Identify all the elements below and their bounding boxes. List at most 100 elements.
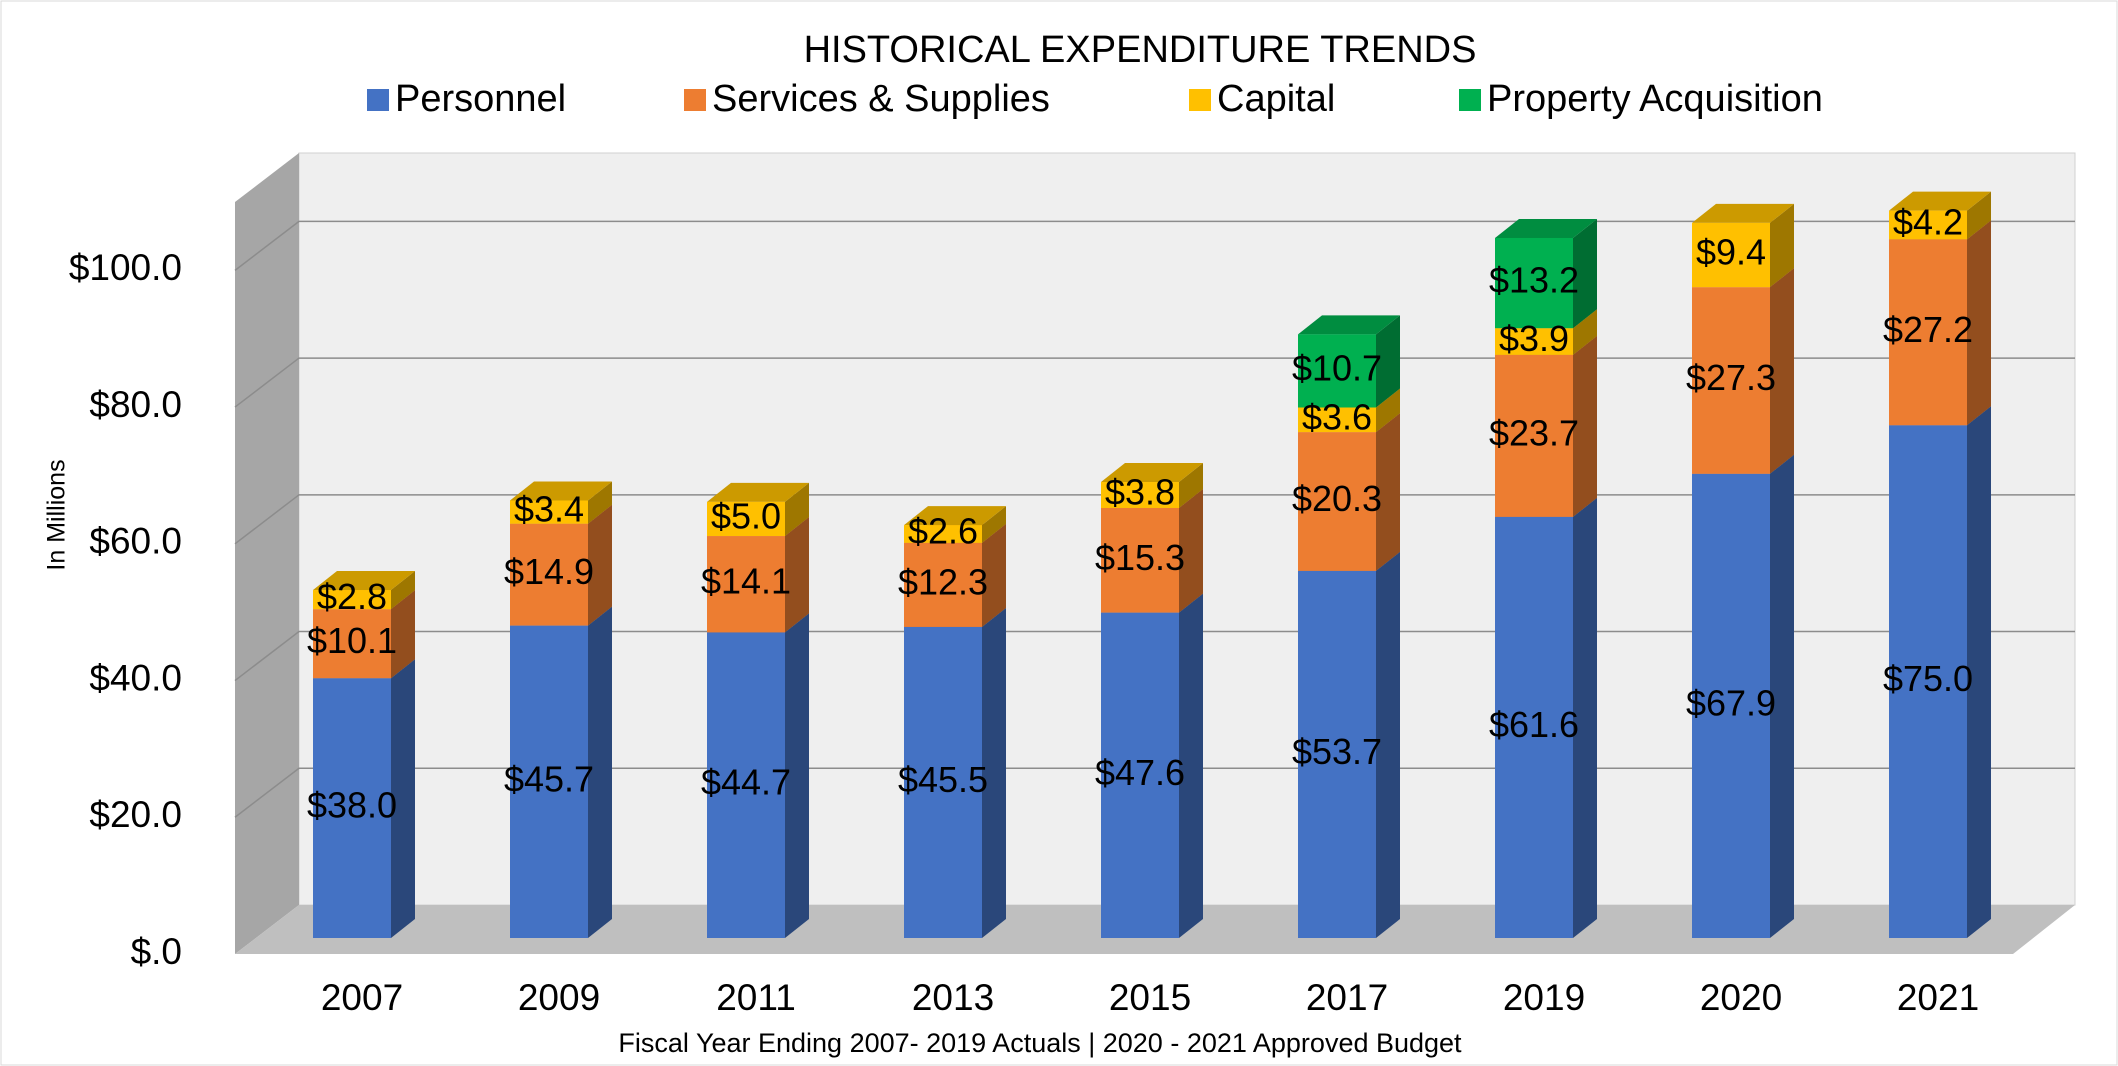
legend-label: Capital bbox=[1217, 78, 1335, 120]
grid-line bbox=[234, 494, 2075, 545]
bar-segment bbox=[1298, 432, 1376, 571]
y-tick-label: $20.0 bbox=[89, 794, 182, 835]
bar-side bbox=[1770, 268, 1794, 474]
data-label: $2.8 bbox=[317, 576, 387, 617]
x-axis-title: Fiscal Year Ending 2007- 2019 Actuals | … bbox=[618, 1028, 1462, 1058]
bar-segment bbox=[1298, 570, 1376, 938]
data-label: $10.1 bbox=[307, 620, 397, 661]
x-tick-label: 2015 bbox=[1109, 977, 1191, 1018]
bar-side bbox=[1376, 388, 1400, 433]
bar-segment bbox=[1101, 507, 1179, 613]
data-label: $14.1 bbox=[701, 561, 791, 602]
data-label: $3.6 bbox=[1302, 396, 1372, 437]
x-tick-label: 2021 bbox=[1897, 977, 1979, 1018]
side-wall bbox=[235, 153, 299, 954]
bar-segment bbox=[1692, 473, 1770, 938]
bar-top bbox=[1101, 463, 1203, 483]
bar-side bbox=[1179, 593, 1203, 938]
data-label: $4.2 bbox=[1893, 201, 1963, 242]
bar-segment bbox=[1495, 516, 1573, 938]
bar-side bbox=[1573, 497, 1597, 938]
bar-segment bbox=[510, 625, 588, 938]
bar-segment bbox=[904, 626, 982, 938]
data-label: $10.7 bbox=[1292, 347, 1382, 388]
bar-top bbox=[1495, 218, 1597, 238]
bar-segment bbox=[1298, 334, 1376, 408]
bar-side bbox=[785, 517, 809, 633]
grid-line bbox=[234, 220, 2075, 271]
bar-top bbox=[1692, 203, 1794, 223]
legend-label: Personnel bbox=[395, 78, 566, 120]
y-axis-title: In Millions bbox=[43, 459, 71, 570]
y-tick-label: $60.0 bbox=[89, 521, 182, 562]
bar-segment bbox=[707, 501, 785, 537]
bar-side bbox=[391, 571, 415, 610]
grid-line bbox=[234, 357, 2075, 408]
bar-side bbox=[1967, 220, 1991, 426]
bar-side bbox=[1770, 203, 1794, 288]
data-label: $5.0 bbox=[711, 495, 781, 536]
bar-segment bbox=[1692, 287, 1770, 474]
bar-side bbox=[1376, 551, 1400, 938]
data-label: $2.6 bbox=[908, 510, 978, 551]
data-label: $23.7 bbox=[1489, 412, 1579, 453]
bar-segment bbox=[1101, 482, 1179, 508]
legend-swatch bbox=[1459, 89, 1481, 111]
legend-label: Services & Supplies bbox=[712, 78, 1050, 120]
bar-segment bbox=[1889, 425, 1967, 939]
bar-segment bbox=[313, 590, 391, 610]
bar-side bbox=[588, 481, 612, 524]
bar-segment bbox=[1495, 237, 1573, 329]
grid-line bbox=[234, 767, 2075, 818]
bar-side bbox=[1967, 191, 1991, 240]
bar-segment bbox=[904, 542, 982, 627]
data-label: $61.6 bbox=[1489, 704, 1579, 745]
data-label: $27.2 bbox=[1883, 309, 1973, 350]
legend-label: Property Acquisition bbox=[1487, 78, 1823, 120]
y-tick-label: $100.0 bbox=[69, 247, 182, 288]
data-label: $67.9 bbox=[1686, 682, 1776, 723]
bar-side bbox=[1967, 406, 1991, 939]
data-label: $13.2 bbox=[1489, 260, 1579, 301]
y-tick-label: $80.0 bbox=[89, 384, 182, 425]
data-label: $15.3 bbox=[1095, 537, 1185, 578]
bar-side bbox=[588, 606, 612, 938]
bar-segment bbox=[707, 536, 785, 633]
bar-segment bbox=[707, 632, 785, 938]
bar-segment bbox=[510, 500, 588, 524]
bar-side bbox=[1179, 463, 1203, 508]
bar-side bbox=[588, 504, 612, 626]
data-label: $45.7 bbox=[504, 758, 594, 799]
bar-side bbox=[391, 659, 415, 938]
bar-side bbox=[982, 506, 1006, 543]
bar-side bbox=[1770, 454, 1794, 938]
bar-top bbox=[313, 571, 415, 591]
chart-title: HISTORICAL EXPENDITURE TRENDS bbox=[804, 29, 1477, 71]
bar-side bbox=[1573, 309, 1597, 355]
data-label: $3.9 bbox=[1499, 318, 1569, 359]
bar-segment bbox=[313, 609, 391, 679]
bar-segment bbox=[1495, 354, 1573, 517]
bar-side bbox=[1376, 315, 1400, 408]
bar-segment bbox=[904, 525, 982, 543]
bar-segment bbox=[313, 678, 391, 938]
bar-top bbox=[904, 506, 1006, 526]
bar-segment bbox=[1101, 612, 1179, 938]
x-tick-label: 2019 bbox=[1503, 977, 1585, 1018]
bar-top bbox=[1298, 315, 1400, 335]
data-label: $53.7 bbox=[1292, 731, 1382, 772]
x-tick-label: 2011 bbox=[716, 977, 796, 1018]
bar-side bbox=[982, 607, 1006, 938]
bar-segment bbox=[1889, 210, 1967, 240]
legend-swatch bbox=[367, 89, 389, 111]
data-label: $45.5 bbox=[898, 759, 988, 800]
bar-side bbox=[1573, 218, 1597, 329]
data-label: $44.7 bbox=[701, 762, 791, 803]
data-label: $3.4 bbox=[514, 489, 584, 530]
bar-top bbox=[510, 481, 612, 501]
data-label: $3.8 bbox=[1105, 472, 1175, 513]
grid-line bbox=[234, 630, 2075, 682]
bar-side bbox=[1179, 488, 1203, 613]
legend-swatch bbox=[1189, 89, 1211, 111]
